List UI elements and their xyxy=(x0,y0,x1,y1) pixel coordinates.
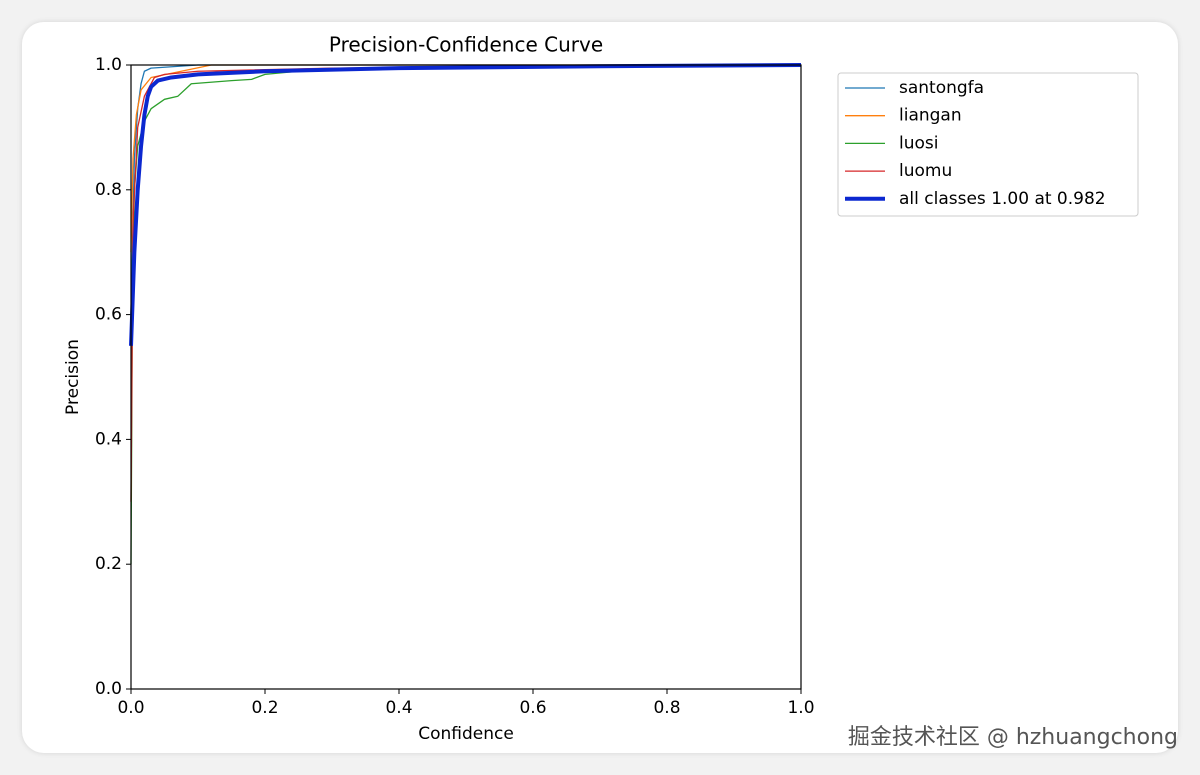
y-axis-label: Precision xyxy=(63,339,83,415)
legend-box xyxy=(837,72,1139,217)
legend-label: liangan xyxy=(899,106,962,126)
y-tick-label: 0.8 xyxy=(95,180,122,200)
x-tick-label: 0.4 xyxy=(385,698,412,718)
series-line xyxy=(130,64,802,502)
x-axis-label: Confidence xyxy=(418,724,514,744)
y-tick-label: 0.2 xyxy=(95,554,122,574)
legend-label: all classes 1.00 at 0.982 xyxy=(899,189,1106,209)
series-line xyxy=(130,64,801,253)
y-tick-label: 0.6 xyxy=(95,305,122,325)
y-tick-label: 0.0 xyxy=(95,679,122,699)
legend-label: luosi xyxy=(899,133,938,153)
x-tick-label: 0.6 xyxy=(519,698,546,718)
plot-frame xyxy=(130,64,802,690)
legend-label: santongfa xyxy=(899,78,984,98)
chart-title: Precision-Confidence Curve xyxy=(329,33,603,57)
y-tick-label: 1.0 xyxy=(95,55,122,75)
x-tick-label: 0.2 xyxy=(251,698,278,718)
series-line xyxy=(130,64,801,315)
x-tick-label: 0.0 xyxy=(117,698,144,718)
y-tick-label: 0.4 xyxy=(95,429,122,449)
x-tick-label: 1.0 xyxy=(787,698,814,718)
legend-label: luomu xyxy=(899,161,952,181)
x-tick-label: 0.8 xyxy=(653,698,680,718)
series-line xyxy=(130,64,802,565)
watermark: 掘金技术社区 @ hzhuangchong xyxy=(848,725,1178,750)
series-line xyxy=(129,63,802,346)
